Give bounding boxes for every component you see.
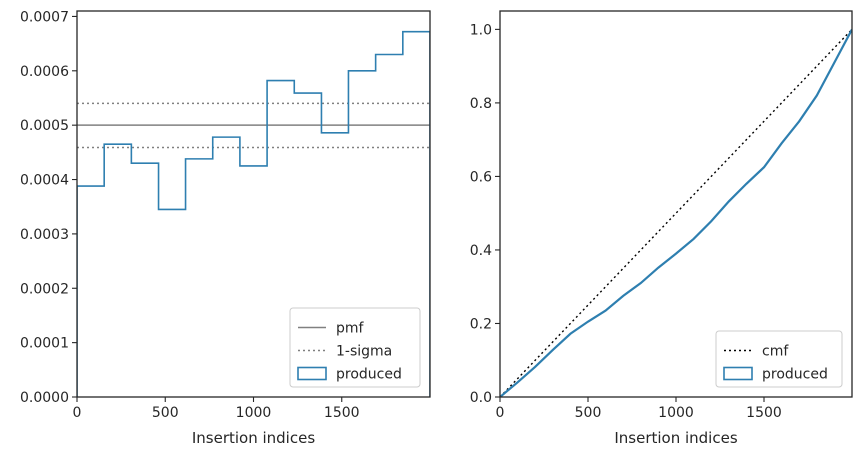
y-tick-label: 0.0001 (20, 336, 69, 352)
legend-cmf-label: cmf (762, 344, 789, 360)
y-tick-label: 0.0003 (20, 227, 69, 243)
y-tick-label: 0.0007 (20, 9, 69, 25)
chart-1: 0 500 1000 1500 0.0000 0.0001 0.0002 0.0003 0.00… (20, 9, 431, 447)
x-tick-label: 500 (575, 405, 602, 421)
legend-produced-swatch (723, 366, 753, 381)
y-tick-label: 0.0 (470, 390, 492, 406)
y-tick-label: 0.0002 (20, 281, 69, 297)
y-tick-label: 1.0 (470, 22, 492, 38)
x-axis-label: Insertion indices (614, 429, 737, 447)
chart-2: 0 500 1000 1500 0.0 0.2 0.4 0.6 0.8 1.0 Insertion … (470, 10, 853, 447)
legend: cmf produced (715, 330, 843, 388)
x-tick-label: 1500 (324, 405, 360, 421)
plot-area (77, 30, 430, 397)
legend-produced-label: produced (762, 367, 828, 383)
y-tick-label: 0.0005 (20, 118, 69, 134)
x-tick-label: 1500 (746, 405, 782, 421)
legend-produced-label: produced (336, 367, 402, 383)
y-tick-label: 0.0000 (20, 390, 69, 406)
plot-area (500, 28, 852, 397)
x-axis-label: Insertion indices (192, 429, 315, 447)
y-tick-label: 0.2 (470, 316, 492, 332)
legend-1-sigma-label: 1-sigma (336, 344, 392, 360)
x-tick-label: 1000 (236, 405, 272, 421)
x-tick-label: 500 (152, 405, 179, 421)
y-tick-label: 0.0004 (20, 173, 69, 189)
x-tick-label: 0 (73, 405, 82, 421)
series-produced-line (500, 28, 852, 397)
legend: pmf 1-sigma produced (289, 307, 421, 388)
legend-produced-swatch (297, 366, 327, 381)
legend-pmf-label: pmf (336, 321, 365, 337)
y-tick-label: 0.8 (470, 96, 492, 112)
y-tick-label: 0.0006 (20, 64, 69, 80)
x-tick-label: 1000 (658, 405, 694, 421)
series-produced-histogram (77, 30, 430, 397)
y-tick-label: 0.6 (470, 169, 492, 185)
legend-box (715, 330, 843, 388)
x-tick-label: 0 (496, 405, 505, 421)
y-tick-label: 0.4 (470, 243, 492, 259)
